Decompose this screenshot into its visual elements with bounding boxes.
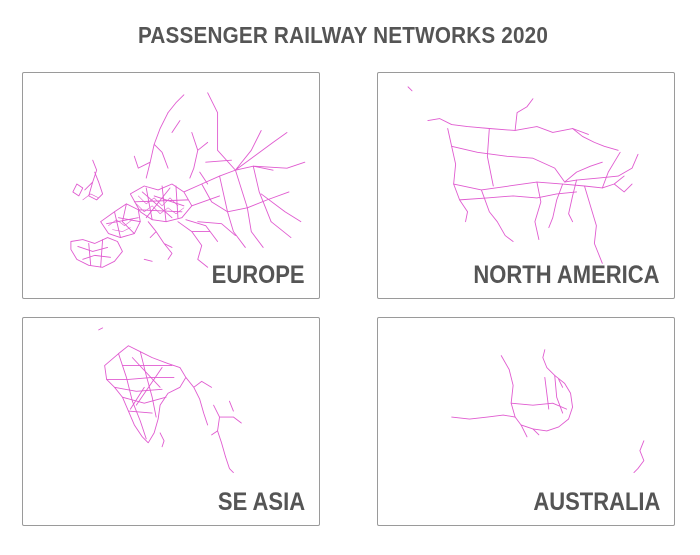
north-america-panel: NORTH AMERICA <box>377 72 675 299</box>
se-asia-panel: SE ASIA <box>22 317 320 526</box>
se-asia-label: SE ASIA <box>217 488 305 516</box>
europe-rail-map <box>70 92 306 268</box>
north-america-label: NORTH AMERICA <box>473 261 660 289</box>
north-america-rail-map <box>407 86 639 264</box>
australia-rail-lines <box>451 349 645 473</box>
europe-rail-lines <box>70 92 306 268</box>
page-title: PASSENGER RAILWAY NETWORKS 2020 <box>137 22 549 48</box>
australia-label: AUSTRALIA <box>532 488 660 516</box>
se-asia-rail-map <box>98 327 242 473</box>
europe-label: EUROPE <box>212 261 305 289</box>
europe-panel: EUROPE <box>22 72 320 299</box>
europe-dense-grid <box>82 193 185 232</box>
australia-panel: AUSTRALIA <box>377 317 675 526</box>
australia-rail-map <box>451 349 645 473</box>
se-asia-rail-lines <box>98 327 242 473</box>
north-america-rail-lines <box>407 86 639 264</box>
